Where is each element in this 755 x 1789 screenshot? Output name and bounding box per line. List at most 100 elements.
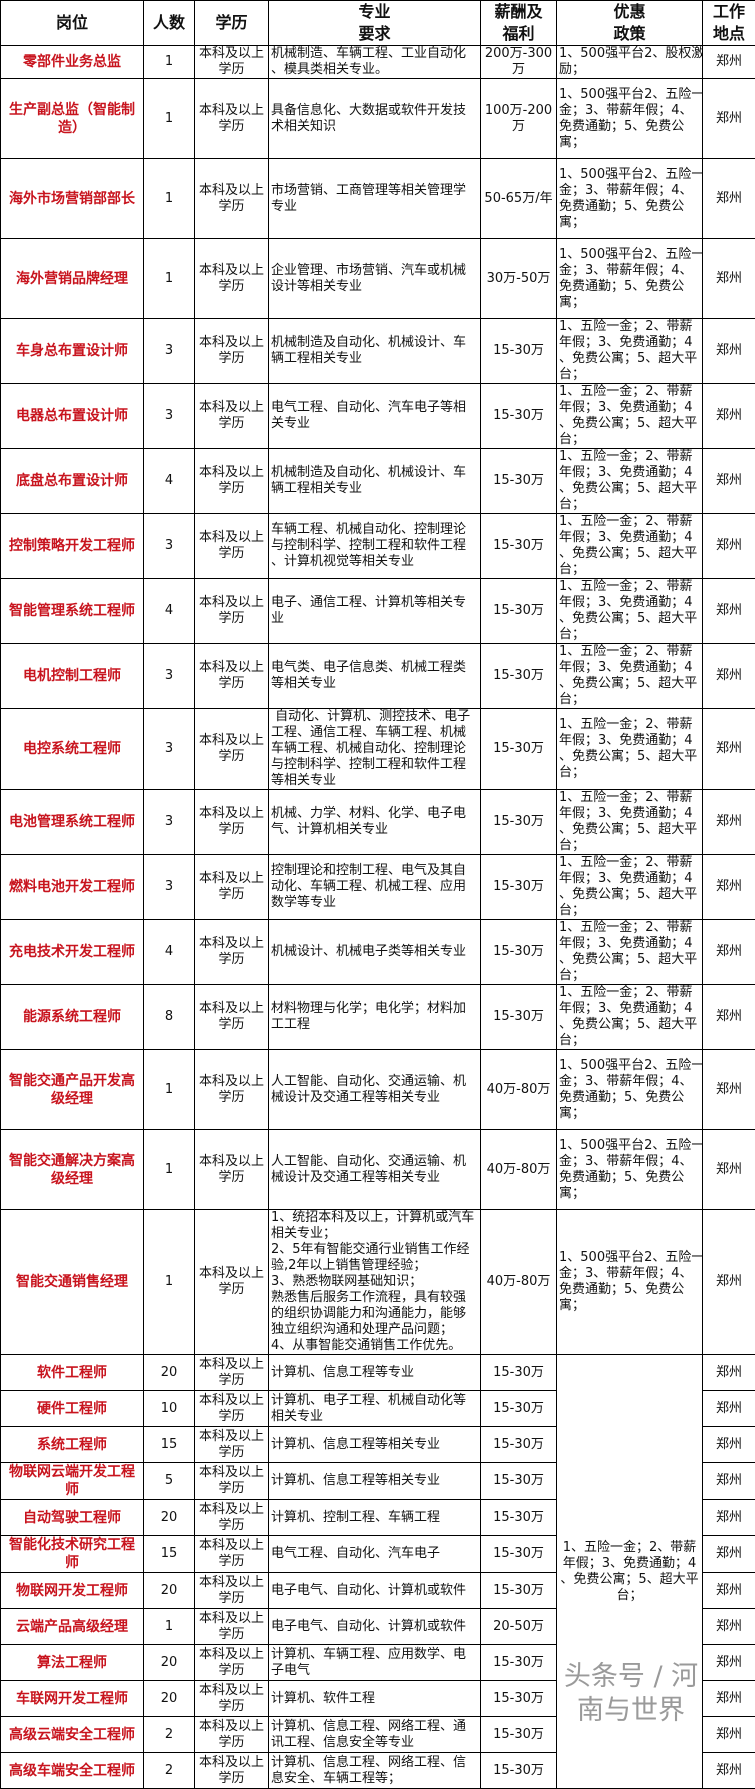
work-location: 郑州	[703, 384, 755, 449]
headcount: 4	[144, 920, 195, 985]
education: 本科及以上 学历	[195, 384, 269, 449]
salary: 30万-50万	[481, 239, 557, 319]
work-location: 郑州	[703, 709, 755, 790]
headcount: 2	[144, 1717, 195, 1753]
salary: 15-30万	[481, 384, 557, 449]
work-location: 郑州	[703, 1391, 755, 1427]
work-location: 郑州	[703, 1050, 755, 1130]
major-requirement: 电气类、电子信息类、机械工程类 等相关专业	[269, 644, 481, 709]
job-title: 电控系统工程师	[1, 709, 144, 790]
job-title: 车联网开发工程师	[1, 1681, 144, 1717]
job-title: 生产副总监（智能制 造）	[1, 79, 144, 159]
education: 本科及以上 学历	[195, 1391, 269, 1427]
benefits: 1、五险一金；2、带薪 年假；3、免费通勤；4 、免费公寓；5、超大平 台；	[557, 319, 703, 384]
major-requirement: 计算机、软件工程	[269, 1681, 481, 1717]
salary: 15-30万	[481, 1500, 557, 1536]
job-title: 物联网开发工程师	[1, 1573, 144, 1609]
education: 本科及以上 学历	[195, 239, 269, 319]
work-location: 郑州	[703, 790, 755, 855]
job-title: 硬件工程师	[1, 1391, 144, 1427]
work-location: 郑州	[703, 319, 755, 384]
education: 本科及以上 学历	[195, 514, 269, 579]
education: 本科及以上 学历	[195, 1463, 269, 1500]
work-location: 郑州	[703, 1681, 755, 1717]
salary: 15-30万	[481, 644, 557, 709]
education: 本科及以上 学历	[195, 1427, 269, 1463]
education: 本科及以上 学历	[195, 790, 269, 855]
education: 本科及以上 学历	[195, 46, 269, 79]
headcount: 15	[144, 1536, 195, 1573]
education: 本科及以上 学历	[195, 79, 269, 159]
job-title: 智能化技术研究工程 师	[1, 1536, 144, 1573]
benefits: 1、五险一金；2、带薪 年假；3、免费通勤；4 、免费公寓；5、超大平 台；	[557, 384, 703, 449]
benefits: 1、五险一金；2、带薪 年假；3、免费通勤；4 、免费公寓；5、超大平 台；	[557, 920, 703, 985]
work-location: 郑州	[703, 579, 755, 644]
major-requirement: 电气工程、自动化、汽车电子等相 关专业	[269, 384, 481, 449]
benefits: 1、五险一金；2、带薪 年假；3、免费通勤；4 、免费公寓；5、超大平 台；	[557, 579, 703, 644]
salary: 15-30万	[481, 449, 557, 514]
salary: 40万-80万	[481, 1210, 557, 1355]
job-title: 智能交通解决方案高 级经理	[1, 1130, 144, 1210]
header-benefits: 优惠 政策	[557, 1, 703, 46]
salary: 15-30万	[481, 1427, 557, 1463]
salary: 15-30万	[481, 790, 557, 855]
headcount: 1	[144, 1609, 195, 1645]
headcount: 3	[144, 855, 195, 920]
headcount: 20	[144, 1500, 195, 1536]
salary: 100万-200 万	[481, 79, 557, 159]
education: 本科及以上 学历	[195, 1681, 269, 1717]
major-requirement: 电气工程、自动化、汽车电子	[269, 1536, 481, 1573]
headcount: 1	[144, 1210, 195, 1355]
job-title: 燃料电池开发工程师	[1, 855, 144, 920]
headcount: 3	[144, 709, 195, 790]
major-requirement: 人工智能、自动化、交通运输、机 械设计及交通工程等相关专业	[269, 1050, 481, 1130]
job-title: 海外市场营销部部长	[1, 159, 144, 239]
work-location: 郑州	[703, 1130, 755, 1210]
job-title: 底盘总布置设计师	[1, 449, 144, 514]
education: 本科及以上 学历	[195, 1500, 269, 1536]
salary: 15-30万	[481, 579, 557, 644]
benefits: 1、500强平台2、五险一 金；3、带薪年假；4、 免费通勤；5、免费公 寓；	[557, 159, 703, 239]
major-requirement: 机械设计、机械电子类等相关专业	[269, 920, 481, 985]
job-title: 智能交通销售经理	[1, 1210, 144, 1355]
work-location: 郑州	[703, 985, 755, 1050]
benefits: 1、五险一金；2、带薪 年假；3、免费通勤；4 、免费公寓；5、超大平 台；	[557, 709, 703, 790]
shared-benefits: 1、五险一金；2、带薪 年假；3、免费通勤；4 、免费公寓；5、超大平 台；	[557, 1355, 703, 1789]
headcount: 4	[144, 449, 195, 514]
benefits: 1、五险一金；2、带薪 年假；3、免费通勤；4 、免费公寓；5、超大平 台；	[557, 790, 703, 855]
benefits: 1、500强平台2、五险一 金；3、带薪年假；4、 免费通勤；5、免费公 寓；	[557, 1130, 703, 1210]
work-location: 郑州	[703, 1609, 755, 1645]
work-location: 郑州	[703, 920, 755, 985]
headcount: 3	[144, 644, 195, 709]
major-requirement: 具备信息化、大数据或软件开发技 术相关知识	[269, 79, 481, 159]
education: 本科及以上 学历	[195, 644, 269, 709]
work-location: 郑州	[703, 1717, 755, 1753]
major-requirement: 机械制造及自动化、机械设计、车 辆工程相关专业	[269, 449, 481, 514]
major-requirement: 市场营销、工商管理等相关管理学 专业	[269, 159, 481, 239]
job-title: 高级云端安全工程师	[1, 1717, 144, 1753]
benefits: 1、五险一金；2、带薪 年假；3、免费通勤；4 、免费公寓；5、超大平 台；	[557, 449, 703, 514]
major-requirement: 车辆工程、机械自动化、控制理论 与控制科学、控制工程和软件工程 、计算机视觉等相…	[269, 514, 481, 579]
benefits: 1、五险一金；2、带薪 年假；3、免费通勤；4 、免费公寓；5、超大平 台；	[557, 644, 703, 709]
major-requirement: 电子电气、自动化、计算机或软件	[269, 1609, 481, 1645]
benefits: 1、五险一金；2、带薪 年假；3、免费通勤；4 、免费公寓；5、超大平 台；	[557, 514, 703, 579]
headcount: 20	[144, 1681, 195, 1717]
work-location: 郑州	[703, 79, 755, 159]
benefits: 1、500强平台2、五险一 金；3、带薪年假；4、 免费通勤；5、免费公 寓；	[557, 1050, 703, 1130]
major-requirement: 计算机、电子工程、机械自动化等 相关专业	[269, 1391, 481, 1427]
salary: 15-30万	[481, 514, 557, 579]
job-title: 能源系统工程师	[1, 985, 144, 1050]
job-title: 车身总布置设计师	[1, 319, 144, 384]
major-requirement: 1、统招本科及以上，计算机或汽车 相关专业； 2、5年有智能交通行业销售工作经 …	[269, 1210, 481, 1355]
education: 本科及以上 学历	[195, 1573, 269, 1609]
major-requirement: 机械制造、车辆工程、工业自动化 、模具类相关专业。	[269, 46, 481, 79]
